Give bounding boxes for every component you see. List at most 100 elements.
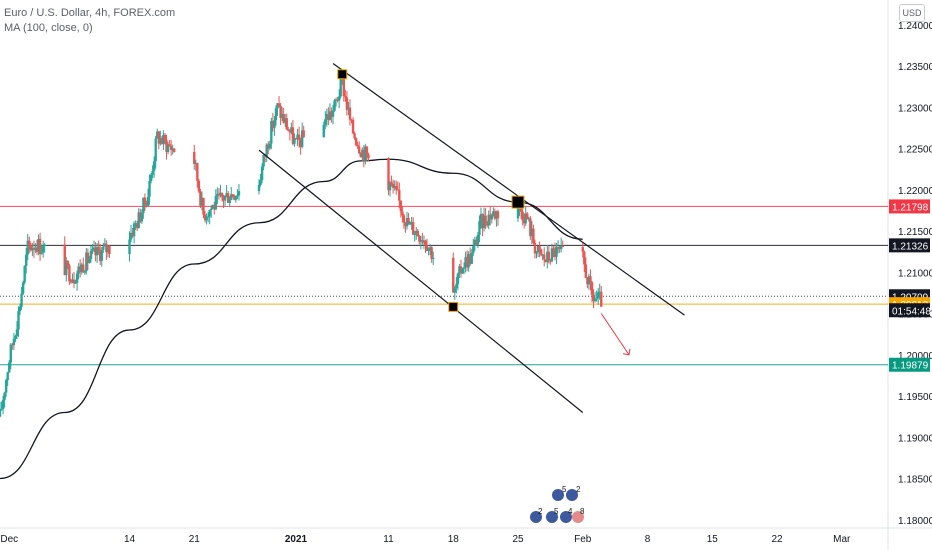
candle <box>230 186 233 201</box>
economic-events[interactable]: 5 22 5 4 8 <box>530 485 585 523</box>
currency-button[interactable]: USD <box>899 4 925 22</box>
candle-body <box>337 96 341 101</box>
candle-body <box>533 243 537 254</box>
candle-body <box>493 211 497 219</box>
candle <box>516 207 520 222</box>
x-tick-label: 11 <box>383 534 394 545</box>
candle <box>526 212 529 220</box>
x-tick-label: 14 <box>124 534 136 545</box>
countdown-text: 01:54:48 <box>892 306 931 317</box>
candle-body <box>553 249 557 257</box>
candle-body <box>82 264 85 273</box>
candle <box>387 157 390 196</box>
candle <box>171 144 174 155</box>
candle <box>327 107 330 126</box>
trendlines[interactable] <box>258 63 685 413</box>
x-tick-label: 15 <box>707 534 719 545</box>
candle-body <box>41 246 45 253</box>
candle <box>422 235 426 250</box>
candle-body <box>487 214 490 226</box>
candle <box>598 283 601 300</box>
candle-body <box>479 213 483 222</box>
candle-body <box>205 217 208 221</box>
candle-body <box>291 127 295 144</box>
y-tick-label: 1.22000 <box>898 186 932 197</box>
candle-body <box>541 254 544 256</box>
candle <box>461 267 464 275</box>
candle-body <box>78 266 82 272</box>
candle <box>69 278 73 284</box>
candle <box>277 96 281 108</box>
candle <box>139 208 142 224</box>
candle-body <box>230 194 233 200</box>
candle <box>196 162 199 188</box>
candle <box>71 273 74 284</box>
candle <box>539 248 543 257</box>
candle-body <box>407 218 410 225</box>
candle-body <box>267 144 270 149</box>
price-axis[interactable]: 1.24000 1.23500 1.23000 1.22500 1.22000 1.215… <box>898 21 932 527</box>
candle-body <box>339 79 342 97</box>
candle <box>524 206 527 226</box>
time-axis[interactable]: Dec 14 21 2021 11 18 25 Feb 8 15 22 Mar <box>0 534 851 545</box>
candle-body <box>532 228 535 244</box>
y-tick-label: 1.19500 <box>898 392 932 403</box>
candle <box>9 342 12 370</box>
candle-body <box>593 298 597 302</box>
pivot-markers <box>337 69 525 312</box>
candle <box>469 247 472 266</box>
candle-body <box>25 254 28 266</box>
candle <box>388 181 392 197</box>
candle-body <box>461 268 464 274</box>
candle <box>547 245 551 264</box>
candle-body <box>38 238 42 254</box>
candle <box>418 234 421 245</box>
candle-body <box>428 247 432 249</box>
candle-body <box>217 193 221 196</box>
candle-body <box>325 114 329 120</box>
candle-body <box>482 215 486 229</box>
candle-body <box>20 293 23 307</box>
candle <box>78 259 82 278</box>
candle-body <box>166 144 170 152</box>
candle <box>348 99 352 126</box>
candle-body <box>484 215 487 224</box>
candle <box>29 242 33 252</box>
candle-body <box>157 131 160 144</box>
candle-body <box>102 246 105 250</box>
candle-body <box>160 138 164 144</box>
candle-body <box>31 248 34 251</box>
candle <box>546 244 549 269</box>
candle <box>89 245 93 263</box>
candle-body <box>365 146 369 155</box>
peak-marker <box>337 69 348 80</box>
candle <box>91 244 94 255</box>
candle <box>225 185 228 198</box>
candle-body <box>171 148 174 151</box>
candle <box>530 221 534 244</box>
candle <box>265 143 268 162</box>
candle-body <box>197 180 201 192</box>
candle-body <box>490 215 493 220</box>
candle <box>282 107 285 124</box>
candle-body <box>296 134 299 140</box>
candle <box>590 280 594 303</box>
candle <box>200 191 204 211</box>
candle <box>143 193 147 211</box>
candle <box>197 179 201 194</box>
candle-body <box>524 213 527 224</box>
candle <box>354 137 358 147</box>
candle-body <box>162 134 165 144</box>
candle <box>595 290 598 302</box>
candle-body <box>587 276 591 285</box>
candle <box>395 180 398 195</box>
candle-body <box>199 191 202 206</box>
chart-legend: Euro / U.S. Dollar, 4h, FOREX.com MA (10… <box>4 6 175 36</box>
candle-body <box>32 248 36 250</box>
candle <box>541 254 544 261</box>
candle <box>236 189 239 200</box>
candle <box>302 125 305 138</box>
candle <box>581 242 584 258</box>
candle-body <box>89 250 93 259</box>
